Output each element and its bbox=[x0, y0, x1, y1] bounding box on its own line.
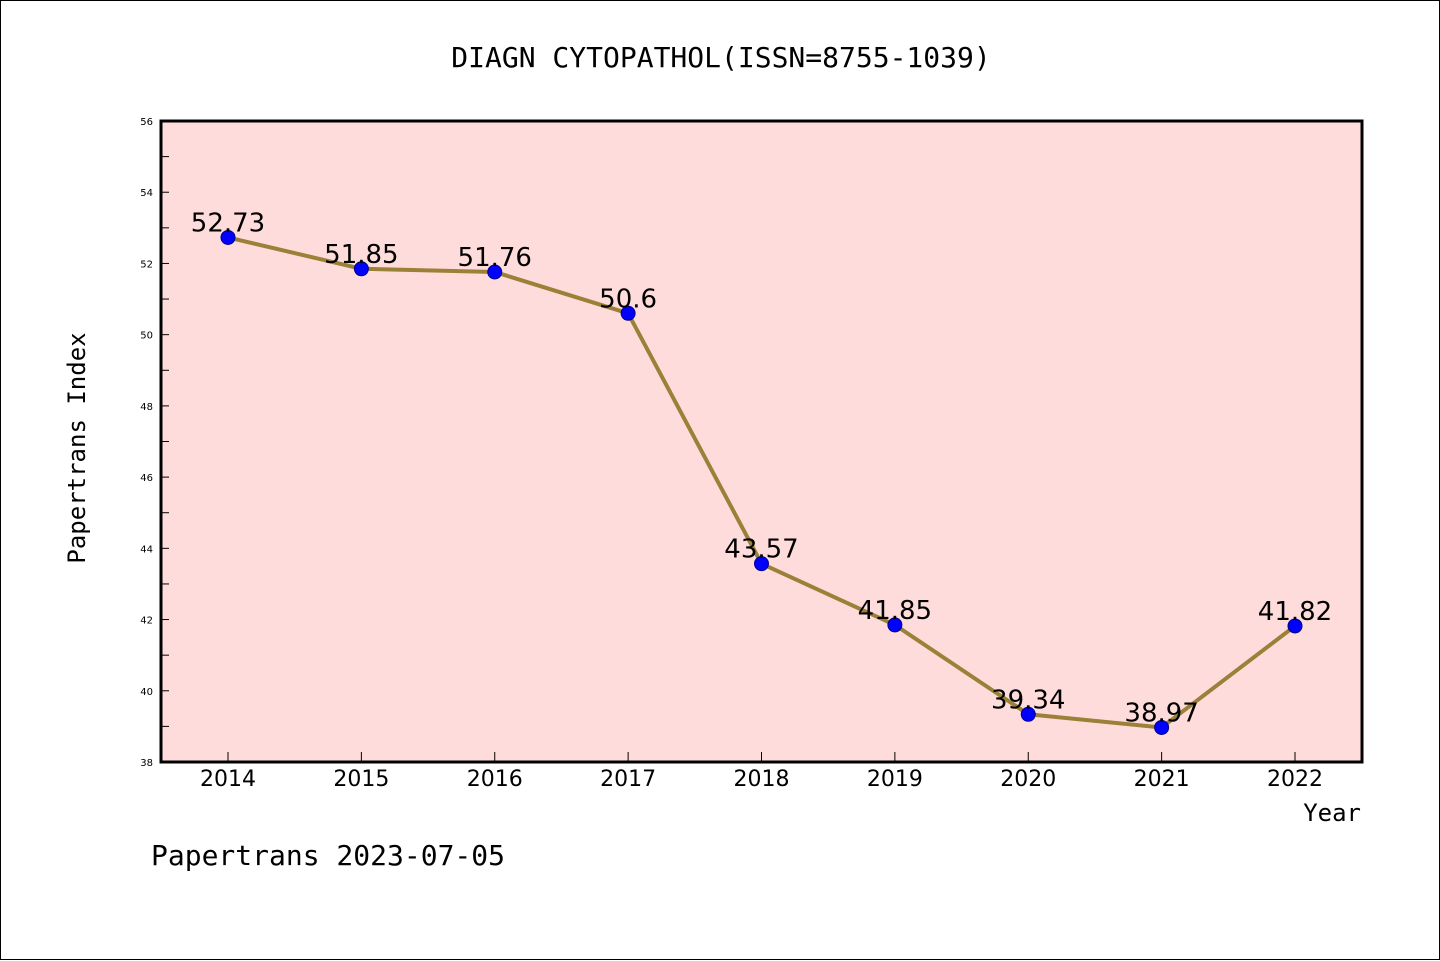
data-label: 51.85 bbox=[324, 240, 398, 270]
data-label: 51.76 bbox=[458, 243, 532, 273]
x-axis: 2014 2015 2016 2017 2018 2019 2020 2021 2022 bbox=[200, 752, 1323, 792]
y-tick-label: 50 bbox=[140, 331, 153, 342]
x-tick-label: 2019 bbox=[867, 767, 923, 792]
data-label: 43.57 bbox=[724, 535, 798, 565]
data-point bbox=[487, 264, 503, 280]
y-tick-label: 54 bbox=[140, 188, 153, 199]
x-tick-label: 2021 bbox=[1134, 767, 1190, 792]
x-tick-label: 2014 bbox=[200, 767, 256, 792]
data-point bbox=[887, 617, 903, 633]
x-tick-label: 2020 bbox=[1000, 767, 1056, 792]
x-tick-label: 2016 bbox=[467, 767, 523, 792]
data-point bbox=[754, 556, 769, 572]
data-point bbox=[353, 261, 369, 277]
y-tick-label: 40 bbox=[140, 687, 153, 698]
y-tick-label: 52 bbox=[140, 259, 153, 270]
series-layer bbox=[220, 229, 1303, 735]
data-point bbox=[1154, 719, 1170, 735]
data-point bbox=[1020, 706, 1036, 722]
data-label: 50.6 bbox=[599, 284, 657, 314]
y-axis: 38 40 42 44 46 48 50 52 54 56 bbox=[140, 117, 169, 769]
data-label: 41.82 bbox=[1258, 597, 1332, 627]
plot-area bbox=[161, 121, 1362, 762]
data-label: 52.73 bbox=[191, 208, 265, 238]
x-tick-label: 2022 bbox=[1267, 767, 1323, 792]
data-label: 39.34 bbox=[991, 685, 1065, 715]
x-axis-label: Year bbox=[1303, 799, 1361, 827]
data-point bbox=[220, 229, 236, 245]
data-label: 41.85 bbox=[858, 596, 932, 626]
y-tick-label: 46 bbox=[140, 473, 153, 484]
data-point bbox=[1287, 618, 1303, 634]
plot-border bbox=[159, 119, 1364, 764]
x-tick-label: 2015 bbox=[333, 767, 389, 792]
data-point bbox=[620, 305, 636, 321]
x-tick-label: 2017 bbox=[600, 767, 656, 792]
data-labels: 52.73 51.85 51.76 50.6 43.57 41.85 39.34 38.97 4… bbox=[191, 208, 1332, 728]
y-tick-label: 44 bbox=[140, 544, 153, 555]
y-tick-label: 42 bbox=[140, 616, 153, 627]
x-tick-label: 2018 bbox=[734, 767, 790, 792]
chart-title: DIAGN CYTOPATHOL(ISSN=8755-1039) bbox=[451, 41, 990, 74]
footer-text: Papertrans 2023-07-05 bbox=[151, 839, 505, 872]
data-label: 38.97 bbox=[1124, 698, 1198, 728]
y-axis-label: Papertrans Index bbox=[63, 332, 91, 563]
y-tick-label: 48 bbox=[140, 402, 153, 413]
y-tick-label: 38 bbox=[140, 758, 153, 769]
y-tick-label: 56 bbox=[140, 117, 153, 128]
